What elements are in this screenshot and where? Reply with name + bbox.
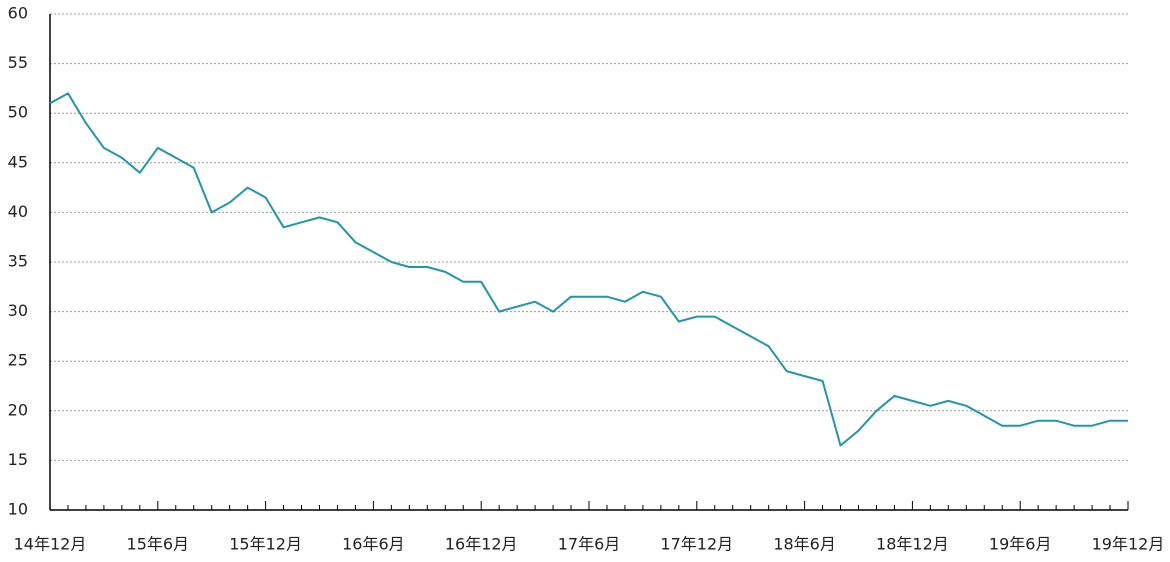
x-tick-label: 15年6月: [127, 535, 190, 554]
y-tick-label: 50: [8, 103, 28, 122]
x-tick-label: 16年6月: [342, 535, 405, 554]
y-tick-label: 10: [8, 500, 28, 519]
x-tick-label: 19年12月: [1092, 535, 1165, 554]
y-tick-label: 25: [8, 351, 28, 370]
y-tick-label: 40: [8, 202, 28, 221]
y-tick-label: 45: [8, 152, 28, 171]
y-tick-label: 55: [8, 53, 28, 72]
y-tick-label: 30: [8, 301, 28, 320]
x-tick-label: 17年6月: [558, 535, 621, 554]
y-tick-label: 35: [8, 252, 28, 271]
x-tick-label: 18年6月: [773, 535, 836, 554]
x-tick-label: 15年12月: [229, 535, 302, 554]
series-line: [49, 92, 1128, 447]
x-tick-label: 16年12月: [445, 535, 518, 554]
y-tick-label: 60: [8, 4, 28, 23]
y-tick-label: 20: [8, 400, 28, 419]
x-tick-label: 14年12月: [14, 535, 87, 554]
x-tick-label: 17年12月: [660, 535, 733, 554]
y-tick-label: 15: [8, 450, 28, 469]
x-tick-label: 19年6月: [989, 535, 1052, 554]
x-tick-label: 18年12月: [876, 535, 949, 554]
